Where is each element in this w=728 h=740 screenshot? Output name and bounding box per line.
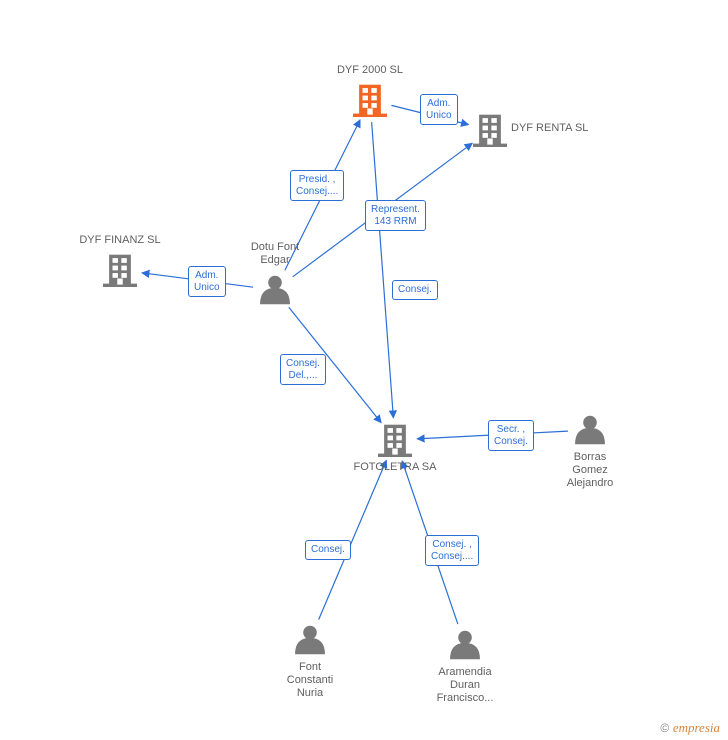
edge-label-dotu-dyf2000: Presid. , Consej.... xyxy=(290,170,344,201)
node-label-fotoletra: FOTOLETRA SA xyxy=(340,461,450,474)
node-label-borras: Borras Gomez Alejandro xyxy=(535,451,645,491)
edge-label-aramendia-fotoletra: Consej. , Consej.... xyxy=(425,535,479,566)
diagram-canvas xyxy=(0,0,728,740)
building-icon[interactable] xyxy=(353,85,387,117)
building-icon[interactable] xyxy=(378,425,412,457)
building-icon[interactable] xyxy=(103,255,137,287)
node-label-aramendia: Aramendia Duran Francisco... xyxy=(410,666,520,706)
edge-label-font-fotoletra: Consej. xyxy=(305,540,351,560)
edge-label-dotu-dyfrenta: Represent. 143 RRM xyxy=(365,200,426,231)
node-label-dotu: Dotu Font Edgar xyxy=(220,241,330,267)
person-icon[interactable] xyxy=(575,416,605,445)
person-icon[interactable] xyxy=(295,626,325,655)
edge-label-dyf2000-dyfrenta: Adm. Unico xyxy=(420,94,458,125)
node-label-dyffinanz: DYF FINANZ SL xyxy=(65,234,175,247)
person-icon[interactable] xyxy=(260,276,290,305)
person-icon[interactable] xyxy=(450,631,480,660)
edge-label-borras-fotoletra: Secr. , Consej. xyxy=(488,420,534,451)
building-icon[interactable] xyxy=(473,115,507,147)
edge-dyf2000-fotoletra xyxy=(372,122,394,418)
node-label-font: Font Constanti Nuria xyxy=(255,661,365,701)
edge-label-dotu-dyffinanz: Adm. Unico xyxy=(188,266,226,297)
brand-name: empresia xyxy=(673,720,720,735)
copyright-symbol: © xyxy=(660,721,669,735)
footer-copyright: © empresia xyxy=(660,720,720,736)
node-label-dyf2000: DYF 2000 SL xyxy=(315,64,425,77)
edge-label-dotu-fotoletra: Consej. Del.,... xyxy=(280,354,326,385)
node-label-dyfrenta: DYF RENTA SL xyxy=(511,122,621,135)
edge-label-dyf2000-fotoletra: Consej. xyxy=(392,280,438,300)
